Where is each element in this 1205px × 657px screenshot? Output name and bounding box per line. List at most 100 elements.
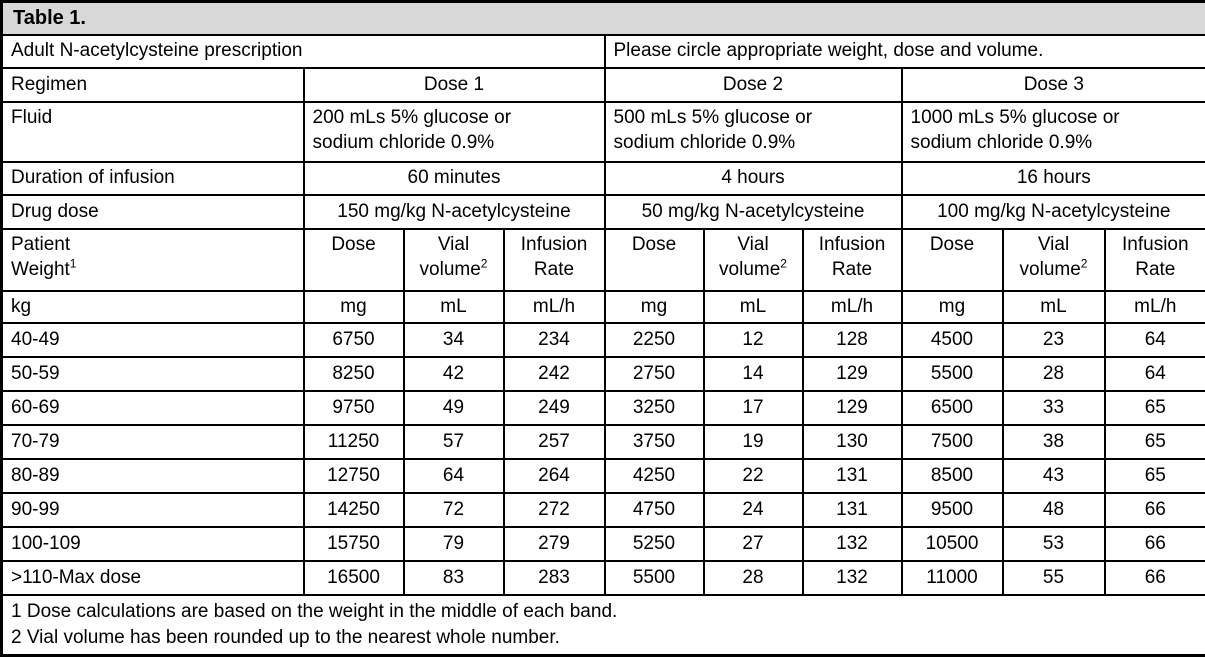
footnote-1: 1 Dose calculations are based on the wei… xyxy=(11,599,1197,625)
value-cell: 28 xyxy=(1003,357,1105,391)
infusion-header-line1: Infusion xyxy=(521,234,588,255)
regimen-row: Regimen Dose 1 Dose 2 Dose 3 xyxy=(2,68,1205,102)
infusion-header-line1: Infusion xyxy=(1122,234,1189,255)
drug-dose-label: Drug dose xyxy=(2,195,304,229)
vial-header-line1: Vial xyxy=(737,234,768,255)
fluid-row: Fluid 200 mLs 5% glucose or sodium chlor… xyxy=(2,102,1205,162)
regimen-label: Regimen xyxy=(2,68,304,102)
weight-band-cell: 90-99 xyxy=(2,493,304,527)
value-cell: 129 xyxy=(803,357,902,391)
fluid-dose3-cell: 1000 mLs 5% glucose or sodium chloride 0… xyxy=(902,102,1205,162)
rate-unit-cell-1: mL/h xyxy=(504,291,605,323)
duration-row: Duration of infusion 60 minutes 4 hours … xyxy=(2,162,1205,195)
fluid-dose2-cell: 500 mLs 5% glucose or sodium chloride 0.… xyxy=(605,102,902,162)
value-cell: 8500 xyxy=(902,459,1003,493)
footnote-row: 1 Dose calculations are based on the wei… xyxy=(2,595,1205,656)
value-cell: 130 xyxy=(803,425,902,459)
value-cell: 131 xyxy=(803,459,902,493)
weight-band-cell: 80-89 xyxy=(2,459,304,493)
value-cell: 57 xyxy=(404,425,504,459)
intro-right-cell: Please circle appropriate weight, dose a… xyxy=(605,35,1205,68)
value-cell: 279 xyxy=(504,527,605,561)
drug-dose3-cell: 100 mg/kg N-acetylcysteine xyxy=(902,195,1205,229)
infusion-rate-header-3: Infusion Rate xyxy=(1105,229,1205,291)
vial-header-line2: volume xyxy=(420,259,481,280)
value-cell: 65 xyxy=(1105,425,1205,459)
column-header-row: Patient Weight1 Dose Vial volume2 Infusi… xyxy=(2,229,1205,291)
value-cell: 64 xyxy=(1105,357,1205,391)
value-cell: 19 xyxy=(704,425,803,459)
value-cell: 33 xyxy=(1003,391,1105,425)
value-cell: 7500 xyxy=(902,425,1003,459)
value-cell: 65 xyxy=(1105,391,1205,425)
dose-unit-cell-1: mg xyxy=(304,291,404,323)
value-cell: 23 xyxy=(1003,323,1105,357)
fluid-label: Fluid xyxy=(2,102,304,162)
duration-dose2-cell: 4 hours xyxy=(605,162,902,195)
table-header-section: Table 1. Adult N-acetylcysteine prescrip… xyxy=(2,2,1205,323)
value-cell: 12 xyxy=(704,323,803,357)
value-cell: 132 xyxy=(803,527,902,561)
value-cell: 242 xyxy=(504,357,605,391)
value-cell: 4750 xyxy=(605,493,704,527)
weight-band-cell: 50-59 xyxy=(2,357,304,391)
footnote-marker-2: 2 xyxy=(1081,256,1088,270)
value-cell: 2250 xyxy=(605,323,704,357)
value-cell: 11000 xyxy=(902,561,1003,595)
fluid-dose1-cell: 200 mLs 5% glucose or sodium chloride 0.… xyxy=(304,102,605,162)
value-cell: 38 xyxy=(1003,425,1105,459)
value-cell: 131 xyxy=(803,493,902,527)
value-cell: 128 xyxy=(803,323,902,357)
vial-unit-cell-1: mL xyxy=(404,291,504,323)
infusion-rate-header-2: Infusion Rate xyxy=(803,229,902,291)
value-cell: 5250 xyxy=(605,527,704,561)
value-cell: 14 xyxy=(704,357,803,391)
value-cell: 6500 xyxy=(902,391,1003,425)
value-cell: 12750 xyxy=(304,459,404,493)
value-cell: 5500 xyxy=(605,561,704,595)
patient-header-line1: Patient xyxy=(11,234,70,255)
vial-volume-header-2: Vial volume2 xyxy=(704,229,803,291)
value-cell: 2750 xyxy=(605,357,704,391)
intro-row: Adult N-acetylcysteine prescription Plea… xyxy=(2,35,1205,68)
value-cell: 4250 xyxy=(605,459,704,493)
value-cell: 66 xyxy=(1105,527,1205,561)
drug-dose-row: Drug dose 150 mg/kg N-acetylcysteine 50 … xyxy=(2,195,1205,229)
vial-header-line2: volume xyxy=(719,259,780,280)
value-cell: 55 xyxy=(1003,561,1105,595)
value-cell: 14250 xyxy=(304,493,404,527)
dose-header-2: Dose xyxy=(605,229,704,291)
dose1-header: Dose 1 xyxy=(304,68,605,102)
drug-dose1-cell: 150 mg/kg N-acetylcysteine xyxy=(304,195,605,229)
infusion-rate-header-1: Infusion Rate xyxy=(504,229,605,291)
infusion-header-line2: Rate xyxy=(534,259,574,280)
value-cell: 249 xyxy=(504,391,605,425)
vial-header-line1: Vial xyxy=(1038,234,1069,255)
vial-header-line1: Vial xyxy=(438,234,469,255)
duration-label: Duration of infusion xyxy=(2,162,304,195)
vial-unit-cell-3: mL xyxy=(1003,291,1105,323)
value-cell: 66 xyxy=(1105,493,1205,527)
value-cell: 79 xyxy=(404,527,504,561)
footnote-marker-2: 2 xyxy=(780,256,787,270)
value-cell: 15750 xyxy=(304,527,404,561)
value-cell: 49 xyxy=(404,391,504,425)
infusion-header-line2: Rate xyxy=(1135,259,1175,280)
value-cell: 64 xyxy=(1105,323,1205,357)
value-cell: 65 xyxy=(1105,459,1205,493)
title-row: Table 1. xyxy=(2,2,1205,35)
value-cell: 3250 xyxy=(605,391,704,425)
rate-unit-cell-3: mL/h xyxy=(1105,291,1205,323)
value-cell: 5500 xyxy=(902,357,1003,391)
patient-weight-header: Patient Weight1 xyxy=(2,229,304,291)
rate-unit-cell-2: mL/h xyxy=(803,291,902,323)
